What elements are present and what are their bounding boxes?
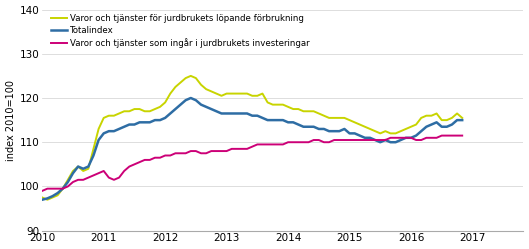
- Varor och tjänster för jurdbrukets löpande förbrukning: [351, 121, 358, 124]
- Varor och tjänster som ingår i jurdbrukets investeringar: [101, 170, 107, 173]
- Varor och tjänster som ingår i jurdbrukets investeringar: [39, 189, 45, 192]
- Totalindex: [101, 132, 107, 135]
- Varor och tjänster som ingår i jurdbrukets investeringar: [459, 134, 466, 137]
- Y-axis label: index 2010=100: index 2010=100: [6, 80, 15, 161]
- Varor och tjänster för jurdbrukets löpande förbrukning: [44, 198, 51, 201]
- Varor och tjänster som ingår i jurdbrukets investeringar: [65, 185, 71, 188]
- Varor och tjänster för jurdbrukets löpande förbrukning: [39, 196, 45, 199]
- Varor och tjänster för jurdbrukets löpande förbrukning: [377, 132, 384, 135]
- Totalindex: [346, 132, 353, 135]
- Totalindex: [126, 123, 132, 126]
- Varor och tjänster som ingår i jurdbrukets investeringar: [439, 134, 445, 137]
- Legend: Varor och tjänster för jurdbrukets löpande förbrukning, Totalindex, Varor och tj: Varor och tjänster för jurdbrukets löpan…: [51, 14, 310, 48]
- Line: Varor och tjänster som ingår i jurdbrukets investeringar: Varor och tjänster som ingår i jurdbruke…: [42, 136, 462, 191]
- Varor och tjänster för jurdbrukets löpande förbrukning: [300, 110, 307, 113]
- Varor och tjänster som ingår i jurdbrukets investeringar: [126, 165, 132, 168]
- Totalindex: [295, 123, 302, 126]
- Varor och tjänster för jurdbrukets löpande förbrukning: [70, 170, 76, 173]
- Totalindex: [65, 181, 71, 184]
- Totalindex: [188, 97, 194, 100]
- Varor och tjänster som ingår i jurdbrukets investeringar: [367, 138, 373, 141]
- Varor och tjänster för jurdbrukets löpande förbrukning: [459, 116, 466, 119]
- Totalindex: [39, 198, 45, 201]
- Totalindex: [372, 138, 378, 141]
- Varor och tjänster för jurdbrukets löpande förbrukning: [188, 74, 194, 77]
- Totalindex: [459, 119, 466, 122]
- Line: Varor och tjänster för jurdbrukets löpande förbrukning: Varor och tjänster för jurdbrukets löpan…: [42, 76, 462, 200]
- Varor och tjänster för jurdbrukets löpande förbrukning: [106, 114, 112, 117]
- Varor och tjänster för jurdbrukets löpande förbrukning: [131, 108, 138, 111]
- Varor och tjänster som ingår i jurdbrukets investeringar: [341, 138, 348, 141]
- Varor och tjänster som ingår i jurdbrukets investeringar: [290, 141, 296, 144]
- Line: Totalindex: Totalindex: [42, 98, 462, 200]
